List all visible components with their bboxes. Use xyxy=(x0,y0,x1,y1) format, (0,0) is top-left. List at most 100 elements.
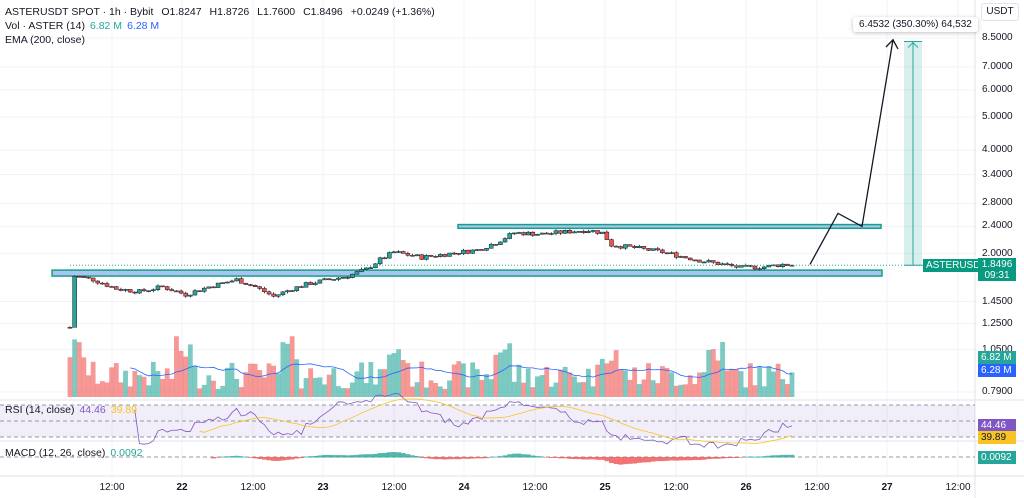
volume-bar xyxy=(382,369,388,397)
candle xyxy=(192,290,198,296)
macd-bar xyxy=(220,456,226,458)
volume-bar xyxy=(456,361,462,397)
macd-bar xyxy=(484,457,489,459)
macd-bar xyxy=(349,455,355,458)
candle xyxy=(761,266,767,269)
candle xyxy=(488,244,494,249)
ema-legend[interactable]: EMA (200, close) xyxy=(5,34,90,46)
rsi-ma-tag: 39.89 xyxy=(978,431,1016,444)
volume-bar xyxy=(784,383,790,397)
candle xyxy=(248,284,253,286)
volume-bar xyxy=(599,358,605,397)
rsi-legend[interactable]: RSI (14, close) 44.46 39.89 xyxy=(5,404,142,416)
macd-bar xyxy=(613,457,619,465)
price-tick: 2.8000 xyxy=(982,197,1013,209)
candle xyxy=(67,326,73,329)
volume-bar xyxy=(535,376,540,397)
volume-bar xyxy=(530,387,536,397)
candle xyxy=(215,282,221,288)
volume-bar xyxy=(567,372,573,397)
volume-bar xyxy=(576,382,582,397)
candle xyxy=(164,286,170,290)
volume-bar xyxy=(498,352,503,397)
currency-button[interactable]: USDT xyxy=(981,3,1019,21)
volume-tag: 6.82 M xyxy=(978,351,1016,364)
macd-legend[interactable]: MACD (12, 26, close) 0.0092 xyxy=(5,447,148,459)
candle xyxy=(516,232,522,234)
ema-label: EMA (200, close) xyxy=(5,34,85,46)
price-tick: 4.0000 xyxy=(982,144,1013,156)
low-value: L1.7600 xyxy=(257,6,296,18)
candle xyxy=(266,291,272,295)
volume-bar xyxy=(761,386,767,397)
candle xyxy=(669,252,674,254)
candle xyxy=(451,252,457,255)
price-tick: 1.4500 xyxy=(982,295,1013,307)
volume-bar xyxy=(641,379,647,397)
macd-bar xyxy=(493,456,499,458)
macd-bar xyxy=(442,457,448,460)
macd-bar xyxy=(539,456,545,458)
change-value: +0.0249 (+1.36%) xyxy=(350,6,435,18)
macd-bar xyxy=(766,455,772,458)
position-tooltip: 6.4532 (350.30%) 64,532 xyxy=(853,17,978,32)
macd-bar xyxy=(359,454,364,458)
symbol-info[interactable]: ASTERUSDT SPOT · 1h · Bybit xyxy=(5,6,154,18)
volume-bar xyxy=(646,363,651,397)
macd-bar xyxy=(391,452,397,458)
volume-bar xyxy=(738,371,744,397)
volume-bar xyxy=(229,362,235,397)
macd-bar xyxy=(289,457,295,460)
time-tick: 27 xyxy=(881,482,893,493)
macd-bar xyxy=(516,453,522,458)
candle xyxy=(188,294,193,297)
macd-bar xyxy=(572,457,577,460)
macd-bar xyxy=(618,457,624,465)
macd-value: 0.0092 xyxy=(110,447,143,459)
candle xyxy=(77,276,82,278)
volume-bar xyxy=(595,364,601,397)
macd-bar xyxy=(604,457,610,462)
symbol-price-tag: ASTERUSDT xyxy=(923,259,990,272)
volume-bar xyxy=(285,343,290,397)
volume-bar xyxy=(257,370,263,397)
macd-bar xyxy=(331,455,337,458)
candle xyxy=(697,259,702,263)
volume-bar xyxy=(220,385,226,397)
candle xyxy=(100,282,105,285)
high-value: H1.8726 xyxy=(209,6,250,18)
candle xyxy=(414,254,420,257)
volume-bar xyxy=(326,374,332,397)
macd-bar xyxy=(525,454,531,458)
volume-bar xyxy=(234,378,240,397)
candle xyxy=(595,230,600,234)
candle xyxy=(104,283,110,287)
volume-bar xyxy=(585,368,591,397)
candle xyxy=(299,286,304,288)
time-tick: 12:00 xyxy=(804,482,830,493)
volume-bar xyxy=(127,386,133,397)
volume-legend[interactable]: Vol · ASTER (14) 6.82 M 6.28 M xyxy=(5,20,164,32)
volume-bar xyxy=(771,371,776,397)
volume-ma-value: 6.28 M xyxy=(127,20,160,32)
candle xyxy=(456,253,462,255)
candle xyxy=(72,276,77,328)
candle xyxy=(447,252,452,257)
volume-bar xyxy=(76,342,82,397)
candle xyxy=(590,230,596,232)
candle xyxy=(127,289,133,293)
volume-bar xyxy=(386,354,392,397)
candle xyxy=(141,289,147,292)
macd-bar xyxy=(479,457,485,459)
volume-bar xyxy=(562,366,568,397)
volume-bar xyxy=(502,349,508,397)
volume-bar xyxy=(669,372,675,397)
rsi-line xyxy=(134,393,793,449)
volume-bar xyxy=(104,382,110,397)
macd-bar xyxy=(460,457,466,459)
volume-bar xyxy=(86,375,91,397)
candle xyxy=(683,256,688,259)
macd-bar xyxy=(410,455,415,458)
volume-bar xyxy=(95,383,101,397)
